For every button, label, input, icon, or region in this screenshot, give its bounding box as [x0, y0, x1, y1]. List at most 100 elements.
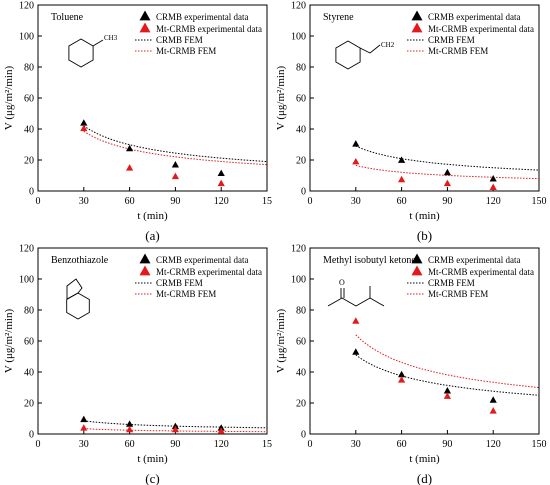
y-tick-label: 100: [19, 275, 34, 286]
mt-crmb-data-point: [80, 124, 88, 132]
x-tick-label: 15: [262, 439, 272, 450]
y-tick-label: 20: [296, 156, 306, 167]
legend-marker-mt-crmb: [411, 22, 423, 33]
legend-label: Mt-CRMB FEM: [156, 289, 216, 299]
y-axis-label: V (μg/m²/min): [3, 309, 15, 374]
y-tick-label: 40: [296, 368, 306, 379]
y-tick-label: 0: [29, 430, 34, 441]
crmb-fem-curve: [355, 145, 540, 171]
mt-crmb-data-point: [443, 179, 451, 187]
crmb-data-point: [217, 169, 225, 177]
legend-label: CRMB FEM: [428, 278, 475, 288]
crmb-data-point: [398, 370, 406, 378]
x-tick-label: 90: [442, 196, 452, 207]
panel-label: (a): [145, 228, 159, 243]
y-tick-label: 20: [24, 156, 34, 167]
y-tick-label: 80: [296, 306, 306, 317]
crmb-data-point: [126, 420, 134, 427]
y-tick-label: 120: [19, 1, 34, 12]
legend: CRMB experimental data Mt-CRMB experiment…: [135, 10, 262, 56]
x-tick-label: 30: [79, 439, 89, 450]
x-tick-label: 60: [397, 439, 407, 450]
x-tick-label: 120: [486, 196, 501, 207]
crmb-data-point: [80, 415, 88, 423]
x-tick-label: 0: [36, 439, 41, 450]
vinyl-bond-icon: [359, 44, 381, 54]
molecule-label: CH2: [381, 41, 395, 49]
x-tick-label: 120: [486, 439, 501, 450]
x-tick-label: 150: [532, 439, 547, 450]
x-tick-label: 120: [214, 196, 229, 207]
mt-crmb-data-point: [80, 424, 88, 431]
y-tick-label: 40: [296, 125, 306, 136]
x-axis-label: t (min): [137, 453, 168, 465]
legend-label: Mt-CRMB FEM: [156, 46, 216, 56]
y-tick-label: 120: [19, 244, 34, 255]
y-tick-label: 20: [24, 399, 34, 410]
x-tick-label: 60: [125, 439, 135, 450]
mt-crmb-data-point: [352, 157, 360, 165]
y-tick-label: 80: [24, 63, 34, 74]
crmb-data-point: [352, 140, 360, 147]
mt-crmb-fem-curve: [355, 334, 540, 388]
legend-label: CRMB FEM: [156, 35, 203, 45]
y-tick-label: 120: [291, 1, 306, 12]
crmb-fem-curve: [83, 125, 268, 163]
mt-crmb-data-point: [443, 392, 451, 399]
mt-crmb-fem-curve: [83, 428, 267, 433]
y-tick-label: 60: [24, 337, 34, 348]
mt-crmb-data-point: [217, 179, 225, 187]
thiazole-ring-icon: [66, 278, 83, 300]
x-tick-label: 30: [79, 196, 89, 207]
compound-name: Styrene: [323, 12, 354, 23]
y-axis-label: V (μg/m²/min): [3, 66, 15, 131]
molecule-label: CH3: [104, 34, 118, 42]
methyl-bond-icon: [92, 39, 104, 47]
legend: CRMB experimental data Mt-CRMB experiment…: [407, 253, 534, 299]
crmb-data-point: [398, 156, 406, 163]
panel-label: (c): [145, 471, 159, 485]
legend-label: Mt-CRMB experimental data: [156, 267, 262, 277]
y-tick-label: 60: [296, 94, 306, 105]
y-tick-label: 40: [24, 125, 34, 136]
x-tick-label: 150: [532, 196, 547, 207]
x-tick-label: 120: [214, 439, 229, 450]
x-axis-label: t (min): [409, 210, 440, 222]
molecule-label: O: [339, 278, 345, 287]
panel-label: (d): [417, 471, 432, 485]
y-tick-label: 80: [24, 306, 34, 317]
mt-crmb-data-point: [398, 175, 406, 183]
y-axis-label: V (μg/m²/min): [275, 66, 287, 131]
y-tick-label: 60: [24, 94, 34, 105]
x-tick-label: 30: [351, 196, 361, 207]
legend-label: CRMB experimental data: [428, 12, 520, 22]
crmb-data-point: [489, 396, 497, 403]
legend-label: CRMB FEM: [428, 35, 475, 45]
legend-label: CRMB experimental data: [428, 255, 520, 265]
crmb-data-point: [489, 175, 497, 182]
x-tick-label: 0: [36, 196, 41, 207]
y-tick-label: 0: [301, 430, 306, 441]
y-tick-label: 0: [29, 187, 34, 198]
mt-crmb-data-point: [126, 425, 134, 433]
y-tick-label: 120: [291, 244, 306, 255]
legend-marker-crmb: [411, 253, 423, 264]
legend: CRMB experimental data Mt-CRMB experiment…: [135, 253, 262, 299]
compound-name: Toluene: [51, 12, 84, 23]
legend-label: CRMB experimental data: [156, 255, 248, 265]
x-tick-label: 60: [125, 196, 135, 207]
legend-marker-crmb: [139, 10, 151, 21]
x-tick-label: 0: [308, 196, 313, 207]
legend-label: CRMB FEM: [156, 278, 203, 288]
x-tick-label: 0: [308, 439, 313, 450]
crmb-fem-curve: [355, 354, 540, 396]
y-tick-label: 40: [24, 368, 34, 379]
legend-label: Mt-CRMB experimental data: [156, 24, 262, 34]
x-tick-label: 30: [351, 439, 361, 450]
y-tick-label: 80: [296, 63, 306, 74]
y-tick-label: 0: [301, 187, 306, 198]
compound-name: Methyl isobutyl ketone: [323, 255, 416, 266]
mt-crmb-data-point: [398, 376, 406, 383]
